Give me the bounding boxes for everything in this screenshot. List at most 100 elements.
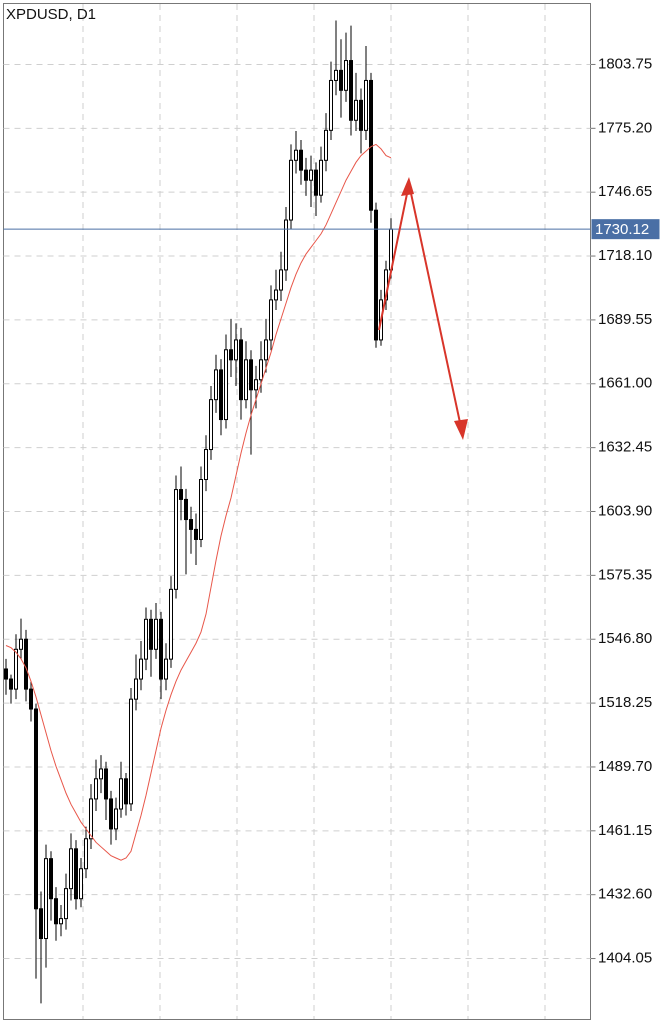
candle-body [149,618,153,650]
candle-body [214,369,218,401]
chart-title: XPDUSD, D1 [6,6,96,23]
candle-body [9,678,13,690]
candle-body [134,678,138,700]
plot-layer: 1404.05 1432.60 1461.15 1489.70 1518.25 1546.… [3,20,660,1004]
arrow-head [454,419,468,440]
candle-body [314,169,318,196]
candle-body [274,289,278,301]
candle-body [299,149,303,171]
candle-body [19,638,23,650]
candle-body [79,868,83,900]
candle-body [69,848,73,890]
candle-body [349,60,353,121]
moving-average-line [5,143,392,861]
y-tick-label: 1489.70 [598,758,652,775]
candle-body [184,498,188,521]
candle-body [24,638,28,690]
y-tick-label: 1746.65 [598,183,652,200]
last-price-label: 1730.12 [595,221,649,238]
candle-body [74,848,78,900]
y-tick-label: 1632.45 [598,439,652,456]
arrow-head [401,177,414,196]
candle-body [14,648,18,690]
y-tick-label: 1661.00 [598,375,652,392]
candle-body [329,79,333,131]
candle-body [194,528,198,540]
y-tick-label: 1575.35 [598,566,652,583]
candle-body [224,349,228,421]
y-tick-label: 1432.60 [598,886,652,903]
candle-body [209,399,213,451]
candle-body [324,129,328,161]
candle-body [289,159,293,221]
candle-body [4,668,8,680]
last-price-box [591,219,660,240]
candle-body [119,778,123,810]
candle-body [104,768,108,800]
candle-body [39,908,43,940]
candle-body [64,888,68,920]
candle-body [294,149,298,161]
y-tick-label: 1775.20 [598,119,652,136]
candle-body [344,60,348,91]
candle-body [339,69,343,91]
candle-body [364,79,368,131]
candle-body [169,588,173,660]
candle-body [109,798,113,830]
y-tick-label: 1689.55 [598,311,652,328]
candle-body [124,778,128,805]
y-tick-label: 1404.05 [598,950,652,967]
candle-body [99,768,103,780]
candle-body [204,449,208,481]
candle-body [164,658,168,680]
candle-body [259,359,263,381]
candle-body [369,79,373,211]
candle-body [139,658,143,680]
candle-body [304,169,308,181]
candle-body [269,299,273,341]
candle-body [89,798,93,840]
candle-body [59,918,63,925]
candle-body [94,778,98,800]
candle-body [229,349,233,361]
y-tick-label: 1518.25 [598,694,652,711]
candle-body [309,169,313,181]
candle-body [359,99,363,131]
y-tick-label: 1603.90 [598,502,652,519]
candle-body [29,688,33,710]
candle-body [84,838,88,870]
candle-body [54,898,58,925]
candle-body [254,379,258,391]
y-tick-label: 1718.10 [598,247,652,264]
candle-body [239,339,243,401]
y-tick-label: 1461.15 [598,822,652,839]
candle-body [144,618,148,660]
annotation-arrows [378,177,468,440]
candle-body [264,339,268,361]
candle-body [284,219,288,271]
candle-body [159,618,163,680]
candle-body [334,69,338,81]
candle-body [179,489,183,500]
candle-body [154,618,158,650]
candle-body [249,359,253,391]
y-tick-label: 1803.75 [598,55,652,72]
candle-body [374,209,378,341]
candle-body [234,339,238,361]
candle-body [189,519,193,530]
candle-body [114,808,118,830]
candle-body [279,269,283,291]
candle-body [49,858,53,900]
candle-body [129,698,133,805]
candle-body [34,708,38,910]
candle-body [44,858,48,940]
candle-body [174,489,178,590]
candle-body [199,479,203,540]
candle-body [244,359,248,401]
candle-body [354,99,358,121]
y-tick-label: 1546.80 [598,630,652,647]
candle-body [219,369,223,421]
candle-body [319,159,323,196]
